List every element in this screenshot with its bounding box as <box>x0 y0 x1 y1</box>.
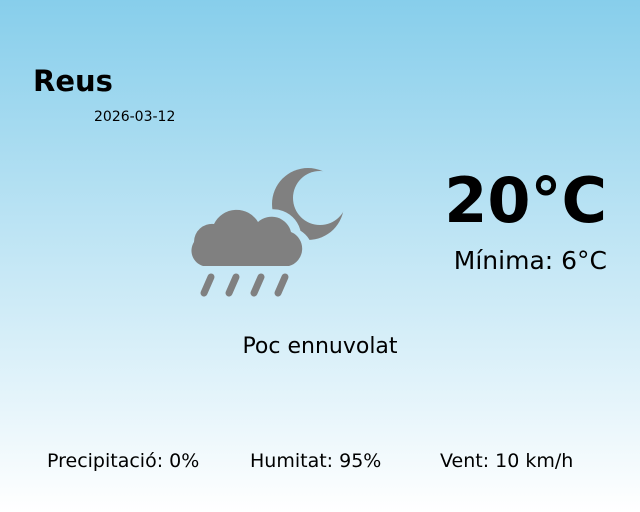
minimum-temperature: Mínima: 6°C <box>453 246 607 275</box>
weather-condition: Poc ennuvolat <box>242 334 398 359</box>
city-name: Reus <box>33 64 113 98</box>
forecast-date: 2026-03-12 <box>94 109 176 125</box>
current-temperature: 20°C <box>444 164 607 237</box>
precipitation-stat: Precipitació: 0% <box>47 450 200 472</box>
humidity-stat: Humitat: 95% <box>250 450 382 472</box>
rain-cloud-moon-icon <box>191 168 344 297</box>
wind-stat: Vent: 10 km/h <box>440 450 574 472</box>
